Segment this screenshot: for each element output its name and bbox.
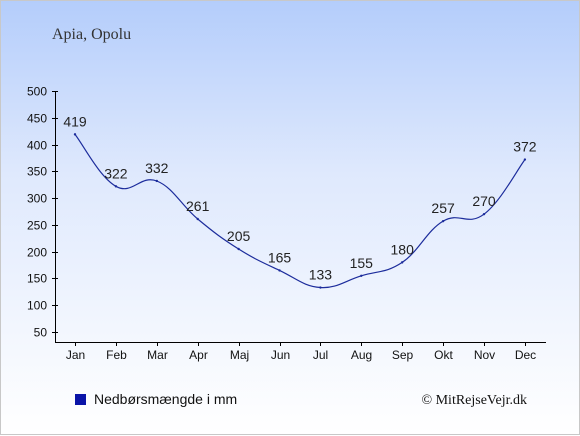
data-point xyxy=(155,179,158,183)
y-tick-label: 100 xyxy=(27,299,47,313)
x-tick-label: Okt xyxy=(434,348,453,362)
series-line xyxy=(74,134,526,289)
data-point xyxy=(237,247,240,251)
data-point xyxy=(196,217,199,221)
x-tick-label: Maj xyxy=(230,348,249,362)
data-point xyxy=(523,158,527,161)
legend-label: Nedbørsmængde i mm xyxy=(94,391,237,407)
data-marks: 419 322 332 261 205 165 133 155 180 257 270 372 xyxy=(63,113,537,289)
data-label: 133 xyxy=(309,267,333,283)
y-tick-label: 500 xyxy=(27,85,47,99)
x-tick-label: Jan xyxy=(66,348,85,362)
axes: 50 100 150 200 250 300 350 400 450 500 Jan Feb Mar Ap… xyxy=(27,85,546,362)
x-tick-label: Dec xyxy=(515,348,536,362)
data-label: 332 xyxy=(145,160,169,176)
y-tick-label: 150 xyxy=(27,272,47,286)
data-point xyxy=(114,185,118,188)
y-tick-label: 450 xyxy=(27,112,47,126)
data-point xyxy=(401,261,404,264)
data-point xyxy=(278,269,281,272)
x-tick-label: Feb xyxy=(106,348,127,362)
y-tick-label: 300 xyxy=(27,192,47,206)
legend-marker xyxy=(75,394,86,405)
x-tick-label: Apr xyxy=(189,348,208,362)
y-tick-label: 50 xyxy=(34,326,48,340)
credit-text: © MitRejseVejr.dk xyxy=(421,393,527,408)
data-label: 165 xyxy=(268,249,292,265)
data-label: 322 xyxy=(104,165,128,181)
y-tick-label: 250 xyxy=(27,219,47,233)
data-label: 419 xyxy=(63,113,87,129)
x-tick-label: Nov xyxy=(474,348,495,362)
data-label: 261 xyxy=(186,198,210,214)
data-point xyxy=(319,286,322,289)
y-tick-label: 400 xyxy=(27,139,47,153)
x-tick-label: Mar xyxy=(147,348,168,362)
data-point xyxy=(441,219,445,223)
chart-title: Apia, Opolu xyxy=(52,26,131,43)
y-tick-label: 200 xyxy=(27,246,47,260)
x-tick-label: Sep xyxy=(392,348,414,362)
data-point xyxy=(73,133,77,136)
y-tick-label: 350 xyxy=(27,165,47,179)
data-label: 270 xyxy=(472,193,496,209)
x-tick-label: Jun xyxy=(271,348,290,362)
data-point xyxy=(482,212,486,216)
data-label: 372 xyxy=(513,139,537,155)
x-tick-label: Jul xyxy=(313,348,328,362)
x-tick-label: Aug xyxy=(351,348,372,362)
data-label: 180 xyxy=(391,241,415,257)
data-label: 155 xyxy=(350,255,374,271)
data-label: 205 xyxy=(227,228,251,244)
data-label: 257 xyxy=(431,200,455,216)
data-point xyxy=(360,274,363,277)
